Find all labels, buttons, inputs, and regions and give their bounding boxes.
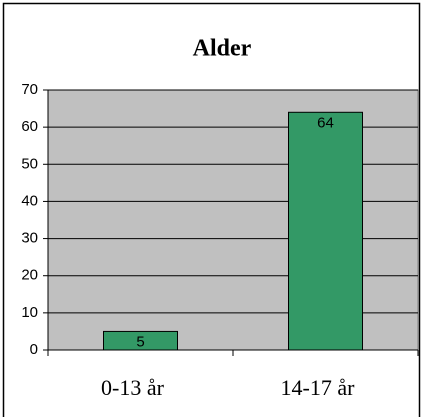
y-tick-label: 70 xyxy=(21,81,38,98)
y-tick-label: 30 xyxy=(21,230,38,247)
x-tick-label: 0-13 år xyxy=(101,375,165,400)
y-tick-label: 40 xyxy=(21,192,38,209)
bar xyxy=(103,330,178,351)
value-label: 5 xyxy=(136,333,144,350)
bar xyxy=(288,111,363,351)
chart-title: Alder xyxy=(193,36,252,62)
y-tick-label: 10 xyxy=(21,304,38,321)
value-label: 64 xyxy=(317,114,334,131)
y-tick-label: 20 xyxy=(21,267,38,284)
y-tick-label: 0 xyxy=(30,341,38,358)
y-tick-label: 50 xyxy=(21,155,38,172)
x-tick-label: 14-17 år xyxy=(281,375,356,400)
y-tick-label: 60 xyxy=(21,118,38,135)
